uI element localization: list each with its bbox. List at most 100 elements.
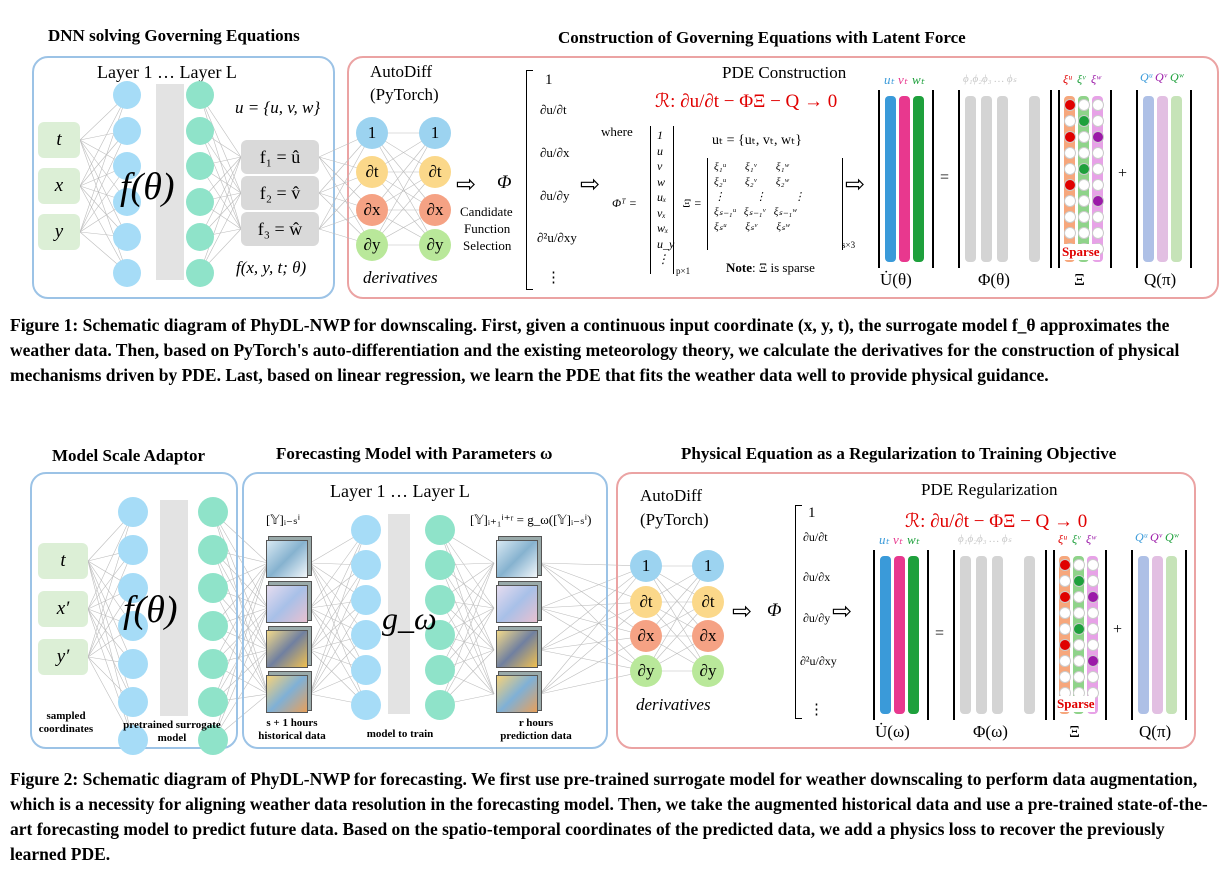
network-edge (87, 608, 134, 703)
udot-bar (913, 96, 924, 262)
udot-bar (880, 556, 891, 714)
fig1-arrow-1: ⇨ (456, 172, 477, 198)
derivative-node: ∂x (692, 620, 724, 652)
fig1-output-f2: f₂ = v̂ (241, 176, 319, 210)
xi-dot (1078, 147, 1090, 159)
hidden-node (198, 649, 228, 679)
matrix-bracket (1053, 550, 1107, 720)
hidden-node (113, 152, 141, 180)
matrix-bracket (873, 550, 929, 720)
fig2-pde-eq: ℛ: ∂u/∂t − ΦΞ − Q → 0 (905, 511, 1088, 532)
plus-sign: + (1118, 165, 1128, 182)
udot-bar (885, 96, 896, 262)
xi-dot (1064, 179, 1076, 191)
fig1-note: Note: Ξ is sparse (726, 260, 815, 275)
hidden-node (113, 258, 141, 287)
matrix-bottom-label: Q(π) (1139, 722, 1172, 741)
derivative-node: ∂t (419, 156, 451, 188)
fig2-hidden-gap-b (388, 514, 410, 714)
network-edge (539, 562, 647, 637)
fig2-title-c: Physical Equation as a Regularization to… (681, 444, 1117, 463)
hidden-node (113, 223, 141, 251)
fig2-arrow-2: ⇨ (832, 599, 853, 625)
hidden-node (113, 81, 141, 109)
hidden-node (118, 535, 148, 565)
weather-heatmap (496, 675, 538, 713)
fig1-arrow-3: ⇨ (845, 172, 866, 198)
network-edge (371, 132, 436, 246)
xi-dot (1059, 655, 1071, 667)
phi-bar (1024, 556, 1035, 714)
network-edge (439, 599, 495, 695)
network-edge (309, 564, 367, 651)
fig2-pred-label: [𝕐]ᵢ₊₁ⁱ⁺ʳ = g_ω([𝕐]ᵢ₋ₛⁱ) (470, 512, 592, 527)
fig2-caption: Figure 2: Schematic diagram of PhyDL-NWP… (10, 769, 1208, 864)
xi-dot (1064, 131, 1076, 143)
network-edge (539, 649, 647, 672)
derivative-node: ∂y (356, 229, 388, 261)
xi-dot (1087, 575, 1099, 587)
xi-dot (1059, 575, 1071, 587)
xi-dot (1078, 179, 1090, 191)
fig2-input-t: t (38, 543, 88, 579)
matrix-bottom-label: Ξ (1069, 722, 1080, 741)
weather-heatmap (496, 585, 538, 623)
phi-t-item: u_y (657, 236, 675, 251)
sparse-label: Sparse (1062, 244, 1100, 260)
network-edge (539, 601, 647, 695)
network-edge (212, 587, 269, 695)
hidden-node (425, 515, 455, 545)
network-edge (439, 607, 495, 706)
derivative-node: ∂x (419, 194, 451, 226)
fig2-g-label: g_ω (382, 600, 437, 636)
fig1-input-x: x (38, 168, 80, 204)
fig1-hidden-gap (156, 84, 184, 280)
phi-bar (965, 96, 976, 262)
hidden-node (118, 611, 148, 641)
network-edge (539, 601, 647, 609)
xi-dot (1073, 639, 1085, 651)
matrix-bottom-label: Q(π) (1144, 270, 1177, 289)
xi-dot (1087, 591, 1099, 603)
xi-label: ξᵛ (1077, 72, 1086, 86)
hidden-node (118, 725, 148, 755)
xi-dot (1087, 559, 1099, 571)
fig1-phi-item-4: ∂u/∂y (540, 188, 570, 203)
network-edge (212, 562, 269, 665)
udot-bar (908, 556, 919, 714)
phi-t-item: v (657, 159, 663, 173)
xi-label: ξᵘ (1058, 532, 1067, 546)
q-label: Qʷ (1165, 530, 1179, 544)
matrix-bracket (1131, 550, 1187, 720)
fig2-derivatives: derivatives (636, 695, 711, 714)
fig1-caption: Figure 1: Schematic diagram of PhyDL-NWP… (10, 315, 1180, 385)
network-edge (539, 607, 647, 672)
matrix-bracket (958, 90, 1052, 268)
xi-dot (1092, 163, 1104, 175)
xi-dot (1092, 147, 1104, 159)
fig1-autodiff: AutoDiff (370, 62, 433, 81)
fig2-phi-item-5: ∂²u/∂xy (800, 654, 837, 668)
udot-label: uₜ (879, 532, 890, 547)
network-edge (79, 130, 128, 233)
network-edge (212, 511, 269, 651)
network-edge (79, 139, 128, 238)
fig1-phi-item-5: ∂²u/∂xy (537, 230, 577, 245)
xi-dot (1078, 99, 1090, 111)
matrix-bracket (1058, 90, 1112, 268)
weather-heatmap (496, 630, 538, 668)
q-label: Qᵘ (1140, 70, 1153, 84)
network-edge (309, 529, 367, 609)
network-edge (318, 132, 373, 230)
fig1-input-y: y (38, 214, 80, 250)
fig1-dnn-panel (32, 56, 335, 299)
matrix-bracket (953, 550, 1047, 720)
fig2-phi-item-1: 1 (808, 505, 816, 521)
derivative-node: ∂t (630, 586, 662, 618)
fig2-phi-item-6: ⋮ (809, 702, 824, 718)
fig1-title-left: DNN solving Governing Equations (48, 26, 300, 45)
fig2-layer-label: Layer 1 … Layer L (330, 481, 470, 501)
network-edge (309, 599, 367, 695)
derivative-node: 1 (419, 117, 451, 149)
network-edge (212, 649, 269, 741)
